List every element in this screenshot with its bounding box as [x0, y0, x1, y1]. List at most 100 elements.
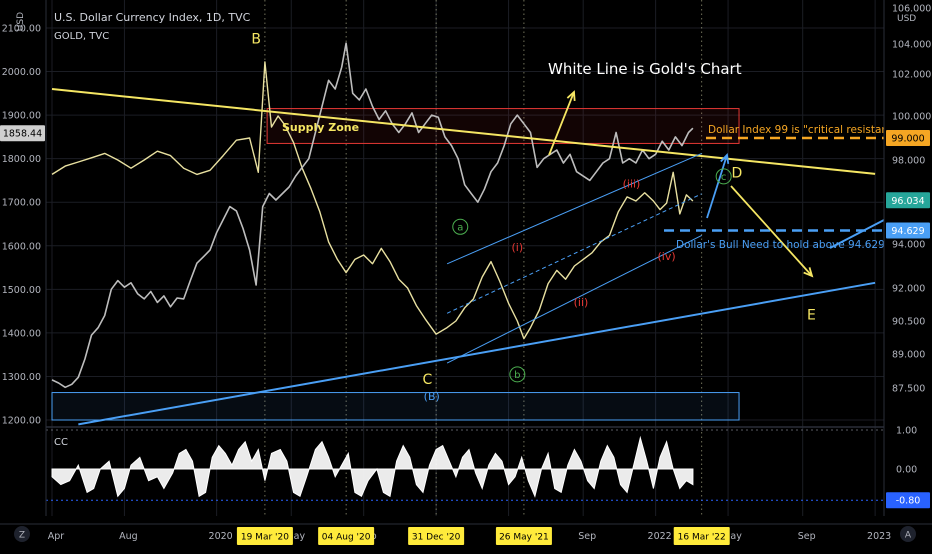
indicator-pane: [46, 429, 884, 501]
x-tick-label: May: [285, 531, 305, 542]
annotation-1: Supply Zone: [282, 121, 359, 134]
wave-label-5: a: [457, 222, 463, 233]
left-tick-label: 1900.00: [2, 111, 41, 122]
price-badge-1: [886, 130, 930, 146]
x-tick-label: May: [722, 531, 742, 542]
zoom-icon[interactable]: [14, 526, 30, 542]
wave-label-6: b: [514, 370, 520, 381]
right-unit: USD: [897, 14, 916, 24]
date-badge-4: [673, 527, 730, 545]
zoom-icon-glyph: Z: [19, 531, 25, 541]
series-gold: [51, 42, 694, 389]
annotation-3: Dollar's Bull Need to hold above 94.629: [676, 239, 885, 251]
annotations: White Line is Gold's Chart Supply Zone Dol…: [251, 32, 905, 403]
demand-zone: [51, 392, 740, 421]
x-tick-label: Apr: [48, 531, 65, 542]
channel-midline: [446, 193, 702, 314]
x-tick-label: Sep: [798, 531, 816, 542]
left-tick-label: 1700.00: [2, 198, 41, 209]
time-axis-bg: [0, 524, 932, 550]
channel-upper: [446, 152, 702, 265]
arrow-gold-up-shaft: [548, 91, 575, 156]
right-axis-bg: [884, 0, 932, 550]
arrow-dxy-down: [730, 185, 814, 278]
wave-label-7: c: [721, 172, 727, 183]
left-tick-label: 1300.00: [2, 372, 41, 383]
price-badge-2: [886, 192, 930, 209]
indicator-area: [51, 435, 694, 498]
auto-scale-icon[interactable]: [900, 526, 916, 542]
wave-label-9: (ii): [574, 296, 589, 309]
right-tick-label: 89.000: [892, 350, 925, 361]
left-axis-bg: [0, 0, 46, 524]
indicator-name: CC: [54, 437, 68, 448]
date-badge-3: [495, 527, 552, 545]
date-badge-text-2: 31 Dec '20: [412, 533, 461, 543]
right-tick-label: 87.500: [892, 384, 925, 395]
right-tick-label: 90.500: [892, 317, 925, 328]
right-tick-label: 104.000: [892, 40, 931, 51]
x-tick-label: 2022: [648, 531, 672, 542]
arrow-dxy-down-shaft: [730, 185, 813, 277]
arrow-gold-up: [548, 90, 576, 156]
indicator-tick-label: 0.00: [896, 465, 917, 476]
right-tick-label: 106.000: [892, 4, 931, 15]
zones: [51, 108, 740, 421]
wave-label-11: (iv): [658, 250, 676, 263]
compare-symbol: GOLD, TVC: [54, 31, 109, 42]
wave-circle-6: [509, 366, 526, 383]
date-badge-text-3: 26 May '21: [499, 533, 549, 543]
price-badge-text-1: 99.000: [891, 134, 924, 145]
x-tick-label: Sep: [578, 531, 596, 542]
arrow-dxy-down-head: [803, 267, 814, 278]
wave-circle-7: [715, 168, 732, 185]
left-tick-label: 1200.00: [2, 416, 41, 427]
left-tick-label: 1400.00: [2, 328, 41, 339]
price-badge-text-0: 1858.44: [3, 129, 42, 140]
price-badge-4: [886, 492, 930, 509]
left-tick-label: 1800.00: [2, 154, 41, 165]
arrow-gold-up-head: [566, 90, 576, 102]
left-tick-label: 2100.00: [2, 24, 41, 35]
arrow-dxy-up-shaft: [706, 154, 728, 219]
right-tick-label: 102.000: [892, 70, 931, 81]
gold-downtrend: [51, 87, 876, 175]
price-badge-text-4: -0.80: [896, 496, 921, 507]
annotation-2: Dollar Index 99 is "critical resistance": [708, 124, 905, 136]
legend: U.S. Dollar Currency Index, 1D, TVC GOLD…: [54, 11, 251, 448]
series-dxy: [51, 61, 694, 340]
channel-lower: [446, 234, 702, 364]
wave-circle-5: [452, 218, 469, 235]
date-badge-1: [318, 527, 375, 545]
annotation-0: White Line is Gold's Chart: [548, 60, 742, 78]
x-tick-label: 2023: [867, 531, 891, 542]
wave-label-4: E: [807, 307, 816, 323]
left-unit: USD: [16, 12, 26, 31]
left-tick-label: 2000.00: [2, 67, 41, 78]
x-tick-label: 2020: [209, 531, 233, 542]
price-badge-0: [0, 125, 45, 142]
right-tick-label: 94.000: [892, 240, 925, 251]
wave-label-10: (iii): [623, 178, 641, 191]
right-tick-label: 92.000: [892, 284, 925, 295]
date-badge-2: [408, 527, 465, 545]
date-badge-text-1: 04 Aug '20: [322, 533, 371, 543]
chart-title: U.S. Dollar Currency Index, 1D, TVC: [54, 11, 251, 24]
trend-lines: [51, 87, 885, 426]
indicator-tick-label: 1.00: [896, 426, 917, 437]
date-badge-text-4: 16 Mar '22: [678, 533, 726, 543]
x-tick-label: Aug: [119, 531, 138, 542]
price-badge-text-2: 96.034: [891, 196, 924, 207]
right-tick-label: 100.000: [892, 112, 931, 123]
arrow-dxy-up: [706, 153, 730, 219]
auto-scale-icon-glyph: A: [905, 531, 912, 541]
date-badge-text-0: 19 Mar '20: [241, 533, 289, 543]
price-badge-3: [886, 222, 930, 239]
date-badge-0: [236, 527, 293, 545]
wave-label-8: (i): [512, 241, 524, 254]
arrow-dxy-up-head: [720, 153, 730, 165]
left-tick-label: 1500.00: [2, 285, 41, 296]
